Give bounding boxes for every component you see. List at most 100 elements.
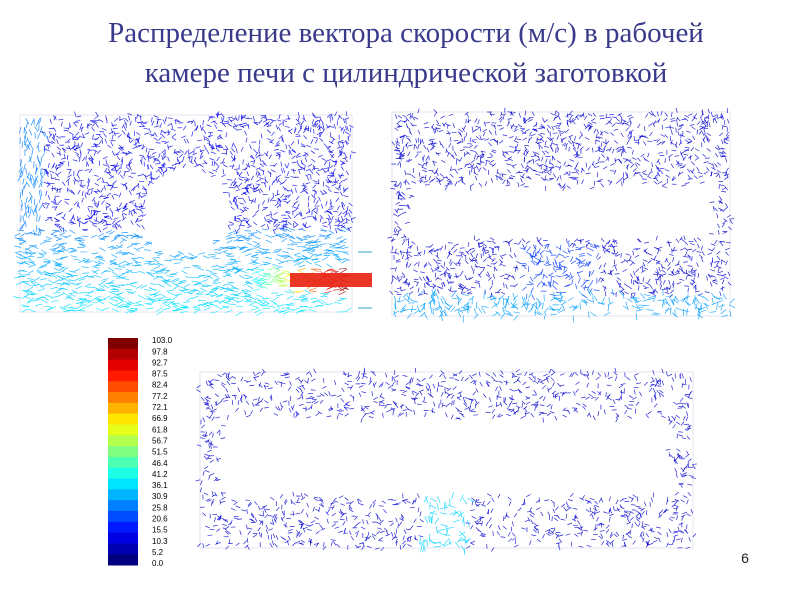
vector xyxy=(25,196,28,204)
vector xyxy=(267,197,270,203)
vector xyxy=(34,296,43,300)
vector xyxy=(116,296,124,302)
vector xyxy=(281,237,288,243)
vector xyxy=(661,368,664,374)
vector xyxy=(289,239,296,244)
vector xyxy=(633,248,639,250)
vector xyxy=(552,280,554,287)
vector xyxy=(643,501,647,507)
vector xyxy=(197,291,205,294)
vector xyxy=(429,374,433,379)
vector xyxy=(524,146,528,151)
vector xyxy=(57,171,62,176)
vector xyxy=(482,131,486,137)
vector xyxy=(559,165,562,171)
vector xyxy=(644,241,649,244)
vector xyxy=(310,127,312,133)
vector xyxy=(91,122,96,127)
vector xyxy=(174,151,180,153)
vector xyxy=(683,235,686,241)
vector xyxy=(148,261,156,263)
vector xyxy=(44,261,51,266)
vector xyxy=(117,170,122,175)
vector xyxy=(258,149,261,155)
vector xyxy=(599,131,604,136)
vector xyxy=(712,205,715,211)
vector xyxy=(102,156,108,160)
vector xyxy=(23,163,26,171)
vector xyxy=(235,505,241,509)
vector xyxy=(507,169,511,174)
vector xyxy=(21,200,23,207)
vector xyxy=(394,303,396,311)
vector xyxy=(116,151,121,155)
title: камере печи с цилиндрической заготовкой xyxy=(145,57,668,89)
vector xyxy=(110,164,116,166)
vector xyxy=(205,291,213,296)
vector xyxy=(423,145,427,150)
field-frame xyxy=(391,111,731,317)
vector xyxy=(585,261,591,266)
vector xyxy=(354,516,358,521)
vector xyxy=(157,269,165,272)
vector xyxy=(422,166,427,170)
vector xyxy=(306,240,314,243)
vector xyxy=(534,250,537,256)
vector xyxy=(79,184,84,189)
vector xyxy=(608,297,611,305)
vector xyxy=(25,145,30,152)
vector xyxy=(400,183,402,189)
vector xyxy=(693,175,698,180)
vector xyxy=(393,233,399,236)
vector xyxy=(108,284,116,287)
vector xyxy=(591,269,595,276)
vector xyxy=(304,246,311,250)
vector xyxy=(329,180,334,184)
vector xyxy=(405,386,411,390)
vector xyxy=(158,136,163,141)
vector xyxy=(671,112,673,117)
vector xyxy=(445,175,450,181)
vector xyxy=(227,393,231,399)
vector xyxy=(423,292,428,295)
vector xyxy=(385,533,391,537)
vector xyxy=(468,295,475,302)
vector xyxy=(47,194,51,200)
vector xyxy=(407,253,413,258)
vector xyxy=(156,120,158,126)
vector xyxy=(687,138,692,141)
vector xyxy=(523,149,526,155)
vector xyxy=(584,261,588,267)
vector xyxy=(636,238,641,243)
vector xyxy=(239,224,245,227)
vector xyxy=(535,302,538,310)
vector xyxy=(454,151,457,157)
vector xyxy=(121,283,129,287)
vector xyxy=(698,305,702,312)
vector xyxy=(690,146,695,152)
vector xyxy=(553,125,559,127)
vector xyxy=(430,307,433,314)
vector xyxy=(417,287,420,293)
vector xyxy=(245,269,253,271)
vector xyxy=(65,178,70,183)
vector xyxy=(583,279,590,281)
vector xyxy=(602,248,606,254)
vector xyxy=(553,280,559,285)
vector xyxy=(499,261,503,266)
vector xyxy=(137,246,144,250)
vector xyxy=(402,308,410,312)
vector xyxy=(268,141,274,144)
vector xyxy=(678,141,682,146)
vector xyxy=(589,245,596,249)
vector xyxy=(335,197,340,202)
vector xyxy=(579,302,581,310)
vector xyxy=(544,377,549,381)
vector xyxy=(391,237,394,243)
vector xyxy=(678,125,684,127)
vector xyxy=(71,214,75,220)
vector xyxy=(212,279,220,284)
vector xyxy=(111,219,116,225)
vector xyxy=(551,147,554,152)
vector xyxy=(542,533,545,539)
